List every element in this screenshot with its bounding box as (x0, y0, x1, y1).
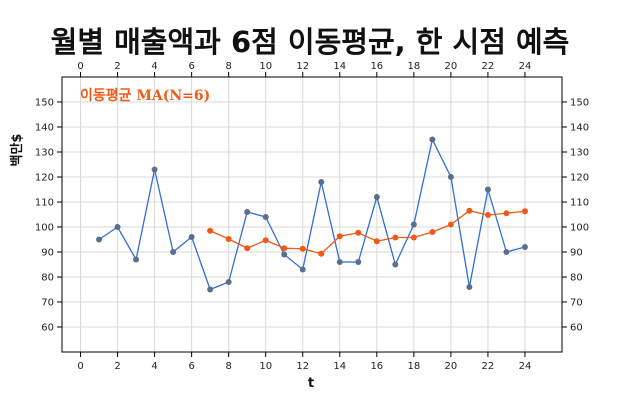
ma-data-point (336, 233, 343, 240)
sales-data-point (225, 279, 232, 285)
x-tick-label-bottom: 6 (188, 361, 194, 372)
sales-data-point (336, 259, 343, 265)
y-tick-label-right: 120 (570, 173, 589, 184)
ma-data-point (466, 207, 473, 214)
x-tick-label-top: 24 (519, 61, 532, 72)
x-tick-label-bottom: 24 (519, 361, 532, 372)
x-tick-label-top: 6 (188, 61, 194, 72)
x-tick-label-top: 0 (77, 61, 83, 72)
sales-data-point (484, 186, 491, 193)
x-tick-label-top: 8 (225, 61, 231, 72)
sales-data-point (466, 284, 473, 290)
ma-data-point (262, 237, 269, 244)
ma-data-point (299, 245, 306, 252)
y-tick-label-left: 120 (35, 173, 54, 184)
y-tick-label-left: 100 (35, 223, 54, 234)
y-tick-label-left: 90 (41, 248, 54, 259)
ma-data-point (281, 245, 288, 252)
y-tick-label-right: 60 (570, 323, 583, 334)
x-tick-label-top: 18 (407, 61, 420, 72)
ma-data-point (447, 221, 454, 228)
plot-frame (61, 76, 563, 353)
x-tick-label-bottom: 20 (445, 361, 458, 372)
sales-data-point (262, 214, 269, 220)
sales-data-point (503, 249, 510, 255)
ma-data-point (484, 212, 491, 218)
x-tick-label-top: 12 (296, 61, 309, 72)
y-tick-label-left: 140 (35, 123, 54, 134)
sales-data-point (299, 266, 306, 273)
x-tick-label-bottom: 0 (77, 361, 83, 372)
sales-data-point (281, 251, 288, 258)
ma-data-point (373, 238, 380, 245)
y-tick-label-left: 150 (35, 98, 54, 109)
y-tick-label-right: 140 (570, 123, 589, 134)
ma-series-line (209, 210, 526, 255)
sales-data-point (151, 166, 158, 173)
x-tick-label-top: 4 (151, 61, 157, 72)
sales-data-point (355, 259, 362, 265)
x-tick-label-top: 20 (445, 61, 458, 72)
ma-data-point (410, 234, 417, 241)
x-tick-label-bottom: 16 (370, 361, 383, 372)
sales-data-point (447, 174, 454, 180)
x-tick-label-bottom: 2 (114, 361, 120, 372)
y-tick-label-left: 110 (35, 198, 54, 209)
x-tick-label-top: 16 (370, 61, 383, 72)
x-tick-label-bottom: 12 (296, 361, 309, 372)
sales-data-point (521, 244, 528, 250)
axes: 0022446688101012121414161618182020222224… (35, 61, 589, 372)
sales-data-point (373, 194, 380, 200)
x-tick-label-bottom: 18 (407, 361, 420, 372)
y-tick-label-left: 130 (35, 148, 54, 159)
legend-ma-label: 이동평균 MA(N=6) (80, 87, 210, 104)
ma-data-point (392, 234, 399, 241)
sales-data-point (207, 286, 214, 293)
ma-data-point (355, 229, 362, 236)
y-tick-label-right: 150 (570, 98, 589, 109)
x-tick-label-top: 22 (482, 61, 495, 72)
x-tick-label-top: 10 (259, 61, 272, 72)
x-tick-label-top: 2 (114, 61, 120, 72)
x-axis-label: t (308, 376, 314, 391)
sales-data-point (188, 234, 195, 240)
ma-data-point (429, 229, 436, 235)
sales-data-point (244, 209, 251, 215)
x-tick-label-bottom: 10 (259, 361, 272, 372)
chart-title: 월별 매출액과 6점 이동평균, 한 시점 예측 (51, 25, 570, 59)
y-tick-label-right: 110 (570, 198, 589, 209)
series-layer (96, 136, 528, 293)
y-tick-label-right: 130 (570, 148, 589, 159)
y-tick-label-left: 70 (41, 298, 54, 309)
ma-data-point (244, 245, 251, 252)
sales-data-point (133, 256, 140, 263)
sales-data-point (410, 221, 417, 228)
sales-data-point (114, 224, 121, 230)
sales-data-point (429, 136, 436, 143)
ma-data-point (318, 250, 325, 257)
sales-data-point (170, 249, 177, 255)
x-tick-label-bottom: 4 (151, 361, 157, 372)
sales-data-point (392, 261, 399, 268)
x-tick-label-bottom: 14 (333, 361, 346, 372)
sales-series-line (98, 137, 526, 291)
y-tick-label-right: 70 (570, 298, 583, 309)
x-tick-label-bottom: 8 (225, 361, 231, 372)
x-tick-label-top: 14 (333, 61, 346, 72)
ma-data-point (503, 210, 510, 217)
sales-data-point (96, 236, 103, 243)
y-tick-label-right: 80 (570, 273, 583, 284)
y-tick-label-left: 80 (41, 273, 54, 284)
y-tick-label-right: 100 (570, 223, 589, 234)
ma-data-point (207, 227, 214, 234)
y-tick-label-right: 90 (570, 248, 583, 259)
ma-data-point (521, 208, 528, 215)
ma-data-point (225, 236, 232, 242)
x-tick-label-bottom: 22 (482, 361, 495, 372)
y-tick-label-left: 60 (41, 323, 54, 334)
y-axis-label: 백만$ (9, 134, 25, 167)
sales-data-point (318, 179, 325, 185)
